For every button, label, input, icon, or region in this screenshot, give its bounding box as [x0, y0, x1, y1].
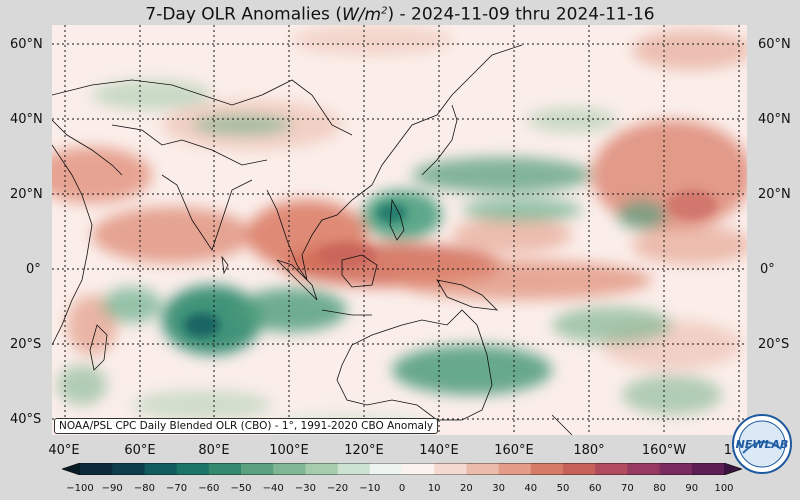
colorbar-segment — [80, 463, 113, 475]
colorbar-under-arrow — [62, 463, 80, 475]
colorbar-tick-label: 0 — [398, 483, 406, 494]
colorbar-segment — [563, 463, 596, 475]
data-source-caption: NOAA/PSL CPC Daily Blended OLR (CBO) - 1… — [54, 418, 439, 434]
colorbar-tick-label: −10 — [359, 483, 381, 494]
lon-label: 80°E — [198, 443, 230, 458]
colorbar-tick-label: 20 — [460, 483, 473, 494]
lon-label: 40°E — [48, 443, 80, 458]
colorbar-segment — [402, 463, 435, 475]
colorbar-segment — [369, 463, 403, 475]
colorbar-segment — [659, 463, 693, 475]
lat-label-left: 40°N — [10, 112, 43, 127]
map-title: 7-Day OLR Anomalies (W/m2) - 2024-11-09 … — [145, 4, 655, 25]
colorbar-tick-label: 30 — [492, 483, 505, 494]
map-panel — [52, 25, 747, 435]
lat-label-right: 20°S — [758, 337, 790, 352]
colorbar-segment — [530, 463, 564, 475]
lon-label: 160°E — [494, 443, 534, 458]
colorbar-segment — [434, 463, 467, 475]
lat-label-right: 20°N — [758, 187, 791, 202]
lon-label: 140°E — [419, 443, 459, 458]
lat-label-right: 0° — [760, 262, 775, 277]
colorbar-tick-label: −90 — [101, 483, 123, 494]
anomaly-field — [52, 25, 747, 435]
lon-label: 180° — [573, 443, 605, 458]
colorbar-tick-label: 50 — [556, 483, 570, 494]
colorbar-segment — [144, 463, 178, 475]
colorbar-segment — [208, 463, 242, 475]
colorbar-tick-label: 40 — [524, 483, 538, 494]
colorbar — [62, 463, 742, 475]
colorbar-segment — [466, 463, 500, 475]
colorbar-tick-label: 80 — [653, 483, 666, 494]
colorbar-tick-label: −80 — [133, 483, 155, 494]
graticule — [52, 25, 747, 435]
colorbar-tick-label: 70 — [621, 483, 634, 494]
lat-label-left: 60°N — [10, 37, 43, 52]
lon-label: 160°W — [641, 443, 687, 458]
newlab-logo: NEWLAB — [732, 414, 792, 474]
colorbar-tick-label: −60 — [198, 483, 220, 494]
lon-label: 120°E — [344, 443, 384, 458]
colorbar-tick-label: −40 — [262, 483, 284, 494]
olr-anomaly-map — [52, 25, 747, 435]
colorbar-segment — [112, 463, 145, 475]
colorbar-tick-label: −100 — [66, 483, 94, 494]
colorbar-segment — [627, 463, 661, 475]
colorbar-segment — [337, 463, 371, 475]
lon-label: 60°E — [124, 443, 156, 458]
colorbar-tick-label: 10 — [427, 483, 441, 494]
lat-label-left: 0° — [26, 262, 41, 277]
coastlines — [52, 44, 573, 435]
colorbar-segment — [241, 463, 274, 475]
colorbar-tick-label: −20 — [327, 483, 349, 494]
colorbar-tick-label: −30 — [294, 483, 316, 494]
lat-label-left: 40°S — [10, 412, 42, 427]
lon-label: 100°E — [269, 443, 309, 458]
lat-label-left: 20°S — [10, 337, 42, 352]
lat-label-right: 60°N — [758, 37, 791, 52]
colorbar-tick-label: 100 — [714, 483, 734, 494]
colorbar-segment — [176, 463, 210, 475]
lat-label-left: 20°N — [10, 187, 43, 202]
colorbar-segment — [691, 463, 725, 475]
colorbar-over-arrow — [724, 463, 742, 475]
colorbar-tick-label: 90 — [685, 483, 699, 494]
colorbar-tick-label: 60 — [588, 483, 602, 494]
colorbar-segment — [498, 463, 532, 475]
colorbar-segment — [595, 463, 628, 475]
colorbar-tick-label: −70 — [166, 483, 188, 494]
anomaly-detail — [184, 190, 717, 337]
colorbar-segment — [305, 463, 339, 475]
colorbar-tick-label: −50 — [230, 483, 252, 494]
lat-label-right: 40°N — [758, 112, 791, 127]
colorbar-segment — [273, 463, 306, 475]
svg-text:NEWLAB: NEWLAB — [736, 438, 789, 451]
